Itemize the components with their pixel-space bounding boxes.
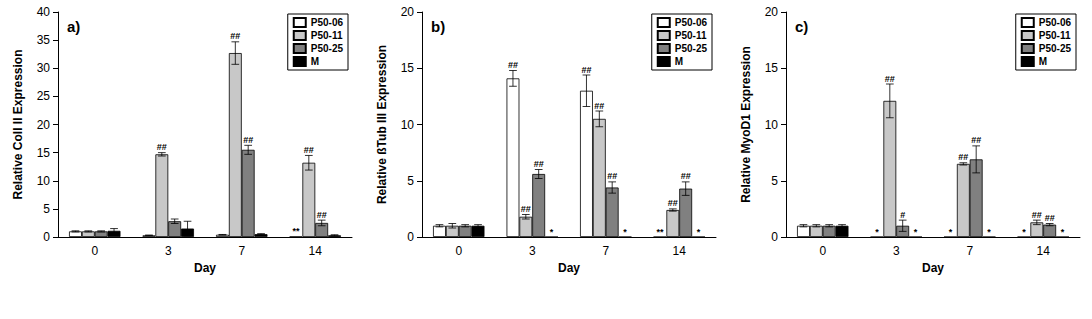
svg-text:##: ## <box>885 74 895 84</box>
svg-text:##: ## <box>581 65 591 75</box>
svg-text:35: 35 <box>37 33 51 47</box>
svg-text:10: 10 <box>765 118 779 132</box>
svg-text:20: 20 <box>401 5 415 19</box>
svg-text:14: 14 <box>1037 244 1051 258</box>
svg-text:##: ## <box>971 135 981 145</box>
svg-text:*: * <box>1022 227 1026 237</box>
svg-text:##: ## <box>594 101 604 111</box>
svg-text:##: ## <box>157 142 167 152</box>
svg-text:*: * <box>875 227 879 237</box>
svg-text:P50-06: P50-06 <box>675 17 708 28</box>
svg-text:*: * <box>550 227 554 237</box>
svg-text:P50-11: P50-11 <box>675 30 707 41</box>
svg-text:Day: Day <box>558 261 580 275</box>
svg-text:*: * <box>949 227 953 237</box>
svg-text:##: ## <box>1045 213 1055 223</box>
svg-text:7: 7 <box>602 244 609 258</box>
svg-text:15: 15 <box>401 61 415 75</box>
svg-text:**: ** <box>656 227 664 237</box>
svg-text:P50-11: P50-11 <box>1039 30 1071 41</box>
svg-text:15: 15 <box>765 61 779 75</box>
svg-text:10: 10 <box>37 174 51 188</box>
svg-text:##: ## <box>668 198 678 208</box>
svg-text:*: * <box>1061 227 1065 237</box>
svg-text:5: 5 <box>771 174 778 188</box>
svg-text:P50-25: P50-25 <box>1039 43 1072 54</box>
svg-text:Relative Coll II Expression: Relative Coll II Expression <box>11 49 25 199</box>
svg-text:##: ## <box>681 171 691 181</box>
svg-text:M: M <box>311 56 319 67</box>
svg-text:P50-11: P50-11 <box>311 30 343 41</box>
svg-text:*: * <box>987 227 991 237</box>
svg-text:**: ** <box>292 226 300 236</box>
svg-text:*: * <box>623 227 627 237</box>
svg-text:P50-06: P50-06 <box>1039 17 1072 28</box>
svg-text:20: 20 <box>37 118 51 132</box>
svg-text:##: ## <box>607 171 617 181</box>
svg-text:M: M <box>1039 56 1047 67</box>
svg-text:14: 14 <box>309 244 323 258</box>
svg-text:##: ## <box>304 145 314 155</box>
svg-text:*: * <box>914 227 918 237</box>
svg-text:14: 14 <box>673 244 687 258</box>
svg-text:c): c) <box>795 18 808 35</box>
svg-text:0: 0 <box>455 244 462 258</box>
svg-text:b): b) <box>431 18 445 35</box>
svg-text:##: ## <box>317 210 327 220</box>
svg-text:P50-06: P50-06 <box>311 17 344 28</box>
svg-text:##: ## <box>1032 210 1042 220</box>
svg-text:Relative MyoD1 Expression: Relative MyoD1 Expression <box>739 46 753 203</box>
svg-text:7: 7 <box>238 244 245 258</box>
svg-text:0: 0 <box>771 230 778 244</box>
svg-text:5: 5 <box>43 202 50 216</box>
svg-text:Day: Day <box>922 261 944 275</box>
svg-text:##: ## <box>958 152 968 162</box>
svg-text:30: 30 <box>37 61 51 75</box>
svg-text:P50-25: P50-25 <box>675 43 708 54</box>
svg-text:*: * <box>697 227 701 237</box>
svg-text:##: ## <box>534 159 544 169</box>
svg-text:0: 0 <box>91 244 98 258</box>
svg-text:3: 3 <box>893 244 900 258</box>
svg-text:20: 20 <box>765 5 779 19</box>
svg-text:##: ## <box>230 31 240 41</box>
svg-text:40: 40 <box>37 5 51 19</box>
svg-text:0: 0 <box>819 244 826 258</box>
svg-text:3: 3 <box>165 244 172 258</box>
svg-text:Relative ßTub III Expression: Relative ßTub III Expression <box>375 45 389 204</box>
svg-text:#: # <box>900 210 905 220</box>
svg-text:Day: Day <box>194 261 216 275</box>
svg-text:3: 3 <box>529 244 536 258</box>
svg-text:0: 0 <box>43 230 50 244</box>
svg-text:M: M <box>675 56 683 67</box>
svg-text:15: 15 <box>37 146 51 160</box>
svg-text:25: 25 <box>37 89 51 103</box>
svg-text:a): a) <box>67 18 80 35</box>
svg-text:##: ## <box>243 135 253 145</box>
svg-text:##: ## <box>508 60 518 70</box>
svg-text:0: 0 <box>407 230 414 244</box>
svg-text:P50-25: P50-25 <box>311 43 344 54</box>
svg-text:10: 10 <box>401 118 415 132</box>
svg-text:##: ## <box>521 204 531 214</box>
svg-text:5: 5 <box>407 174 414 188</box>
svg-text:7: 7 <box>966 244 973 258</box>
